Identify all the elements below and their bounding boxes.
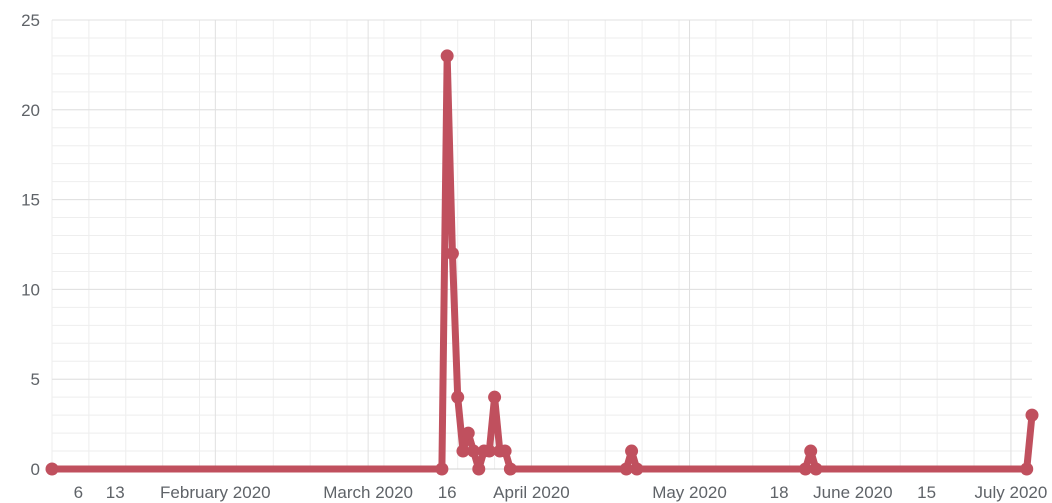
data-point[interactable]: [435, 462, 449, 476]
x-tick-label: 16: [438, 483, 457, 502]
data-point[interactable]: [482, 444, 496, 458]
data-point[interactable]: [809, 462, 823, 476]
y-tick-label: 15: [21, 191, 40, 210]
data-point[interactable]: [804, 444, 818, 458]
data-point[interactable]: [472, 462, 486, 476]
data-point[interactable]: [45, 462, 59, 476]
data-point[interactable]: [467, 444, 481, 458]
data-point[interactable]: [1020, 462, 1034, 476]
data-point[interactable]: [451, 390, 465, 404]
data-point[interactable]: [498, 444, 512, 458]
grid: [51, 19, 1032, 470]
y-tick-label: 10: [21, 280, 40, 299]
x-tick-label: 18: [770, 483, 789, 502]
data-point[interactable]: [630, 462, 644, 476]
series-line: [48, 52, 1036, 473]
x-tick-label: 6: [74, 483, 83, 502]
x-tick-label: June 2020: [813, 483, 892, 502]
series-layer: [45, 49, 1039, 476]
x-tick-label: April 2020: [493, 483, 570, 502]
x-tick-label: March 2020: [323, 483, 413, 502]
x-tick-label: February 2020: [160, 483, 271, 502]
y-tick-label: 5: [31, 370, 40, 389]
data-point[interactable]: [625, 444, 639, 458]
y-tick-label: 25: [21, 11, 40, 30]
x-tick-label: 15: [917, 483, 936, 502]
data-point[interactable]: [503, 462, 517, 476]
data-point[interactable]: [456, 444, 470, 458]
data-point[interactable]: [440, 49, 454, 63]
data-point[interactable]: [488, 390, 502, 404]
data-point[interactable]: [1025, 408, 1039, 422]
data-point[interactable]: [798, 462, 812, 476]
data-point[interactable]: [445, 246, 459, 260]
data-point[interactable]: [461, 426, 475, 440]
x-axis: 6 13 February 2020 March 2020 16 April 2020 Ma…: [74, 483, 1048, 502]
y-axis: 0 5 10 15 20 25: [21, 11, 40, 479]
y-tick-label: 0: [31, 460, 40, 479]
y-tick-label: 20: [21, 101, 40, 120]
x-tick-label: 13: [106, 483, 125, 502]
x-tick-label: July 2020: [975, 483, 1048, 502]
data-point[interactable]: [619, 462, 633, 476]
x-tick-label: May 2020: [652, 483, 727, 502]
